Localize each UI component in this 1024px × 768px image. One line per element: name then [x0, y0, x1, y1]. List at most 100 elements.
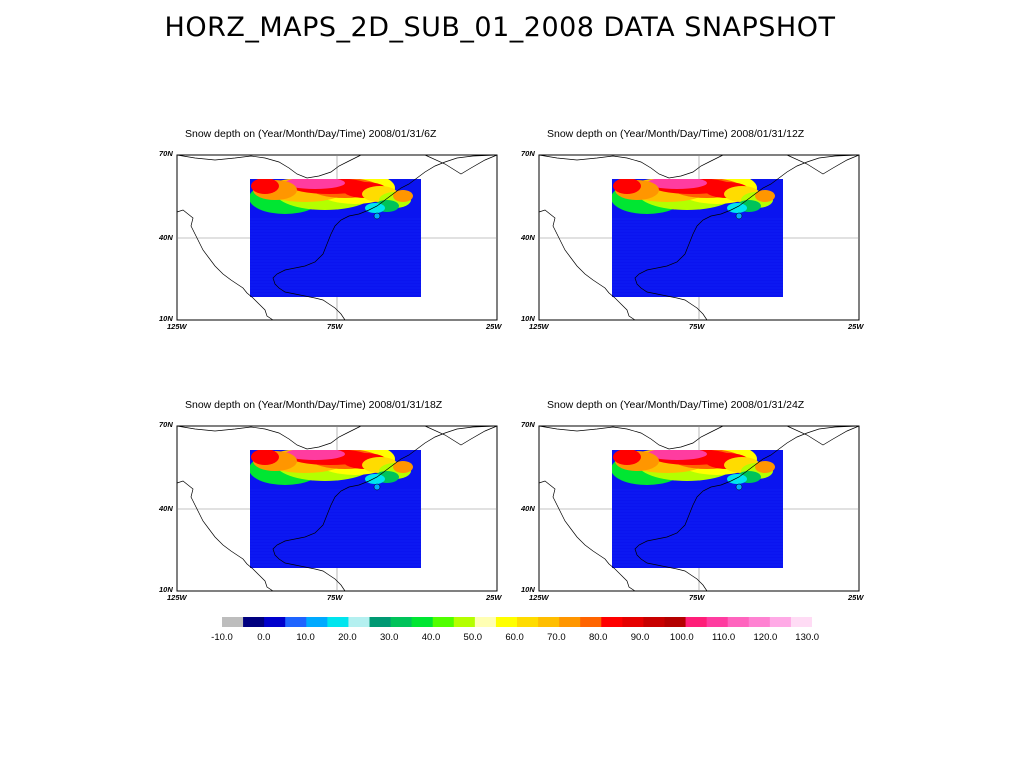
lat-label-10n: 10N: [521, 314, 535, 323]
lat-label-70n: 70N: [521, 149, 535, 158]
snow-patch: [251, 450, 279, 465]
snow-field: [250, 450, 413, 485]
snow-patch: [647, 179, 707, 189]
snow-patch: [755, 190, 775, 202]
lat-label-40n: 40N: [521, 504, 535, 513]
lake-marker: [373, 483, 381, 491]
colorbar-swatch: [432, 617, 455, 627]
lon-label-25w: 25W: [848, 593, 864, 602]
snow-patch: [365, 203, 385, 213]
colorbar-swatch: [727, 617, 750, 627]
colorbar-label: 30.0: [379, 632, 399, 643]
colorbar-label: 20.0: [338, 632, 357, 643]
coastline-west: [538, 480, 636, 592]
snow-field: [612, 450, 775, 485]
colorbar-label: 70.0: [547, 632, 566, 643]
coastline-greenland: [424, 154, 498, 175]
snow-patch: [285, 179, 345, 189]
map-panel-3: Snow depth on (Year/Month/Day/Time) 2008…: [155, 399, 507, 602]
colorbar-swatch: [453, 617, 476, 627]
colorbar-swatch: [411, 617, 434, 627]
colorbar-label: 60.0: [505, 632, 524, 643]
lat-label-40n: 40N: [159, 504, 173, 513]
lon-label-75w: 75W: [689, 322, 705, 331]
colorbar-label: 120.0: [753, 632, 778, 643]
coastline-east: [272, 154, 498, 321]
coastline-east: [634, 425, 860, 592]
snow-patch: [647, 450, 707, 460]
coastline-east: [272, 425, 498, 592]
colorbar: [222, 617, 812, 627]
colorbar-label: 100.0: [669, 632, 694, 643]
snow-depth-map: [538, 154, 860, 321]
snow-field: [612, 179, 775, 214]
lon-label-125w: 125W: [529, 322, 549, 331]
snow-patch: [727, 474, 747, 484]
coastline-north: [538, 425, 724, 450]
coastline-west: [176, 209, 274, 321]
colorbar-swatch: [306, 617, 328, 627]
slide-title: HORZ_MAPS_2D_SUB_01_2008 DATA SNAPSHOT: [164, 12, 836, 43]
map-panel-2: Snow depth on (Year/Month/Day/Time) 2008…: [517, 128, 869, 331]
colorbar-label: -10.0: [211, 632, 233, 643]
lon-label-25w: 25W: [486, 593, 502, 602]
colorbar-label: 10.0: [296, 632, 315, 643]
colorbar-label: 110.0: [712, 632, 736, 643]
lat-label-70n: 70N: [521, 420, 535, 429]
coastline-greenland: [424, 425, 498, 446]
lon-label-75w: 75W: [327, 322, 343, 331]
colorbar-swatch: [517, 617, 539, 627]
colorbar-swatch: [538, 617, 560, 627]
coastline-west: [538, 209, 636, 321]
coastline-north: [176, 154, 362, 179]
lat-label-10n: 10N: [521, 585, 535, 594]
colorbar-swatch: [222, 617, 244, 627]
snow-field: [250, 179, 413, 214]
snow-patch: [727, 203, 747, 213]
lon-label-75w: 75W: [327, 593, 343, 602]
snow-patch: [393, 190, 413, 202]
lat-label-10n: 10N: [159, 314, 173, 323]
coastline-north: [176, 425, 362, 450]
colorbar-swatch: [348, 617, 370, 627]
lat-label-40n: 40N: [159, 233, 173, 242]
panel-title: Snow depth on (Year/Month/Day/Time) 2008…: [185, 128, 437, 140]
lon-label-125w: 125W: [167, 593, 187, 602]
colorbar-swatch: [601, 617, 623, 627]
snow-patch: [755, 461, 775, 473]
panel-title: Snow depth on (Year/Month/Day/Time) 2008…: [547, 399, 805, 411]
colorbar-swatch: [495, 617, 518, 627]
colorbar-swatch: [769, 617, 792, 627]
colorbar-swatch: [622, 617, 644, 627]
lon-label-125w: 125W: [167, 322, 187, 331]
snow-patch: [393, 461, 413, 473]
lat-label-70n: 70N: [159, 149, 173, 158]
snow-depth-map: [176, 425, 498, 592]
colorbar-swatch: [369, 617, 392, 627]
colorbar-label: 80.0: [588, 632, 608, 643]
coastline-greenland: [786, 425, 860, 446]
colorbar-label: 130.0: [795, 632, 820, 643]
colorbar-swatch: [790, 617, 812, 627]
lon-label-75w: 75W: [689, 593, 705, 602]
lake-marker: [735, 212, 743, 220]
snow-patch: [613, 450, 641, 465]
colorbar-swatch: [327, 617, 349, 627]
lon-label-25w: 25W: [848, 322, 864, 331]
colorbar-swatch: [474, 617, 497, 627]
map-panel-1: Snow depth on (Year/Month/Day/Time) 2008…: [155, 128, 507, 331]
colorbar-label: 40.0: [421, 632, 441, 643]
colorbar-swatch: [390, 617, 413, 627]
coastline-greenland: [786, 154, 860, 175]
lat-label-70n: 70N: [159, 420, 173, 429]
snow-depth-map: [176, 154, 498, 321]
coastline-north: [538, 154, 724, 179]
coastline-west: [176, 480, 274, 592]
snow-patch: [613, 179, 641, 194]
colorbar-swatch: [685, 617, 708, 627]
colorbar-swatch: [559, 617, 581, 627]
colorbar-swatch: [643, 617, 665, 627]
lake-marker: [735, 483, 743, 491]
lat-label-40n: 40N: [521, 233, 535, 242]
coastline-east: [634, 154, 860, 321]
